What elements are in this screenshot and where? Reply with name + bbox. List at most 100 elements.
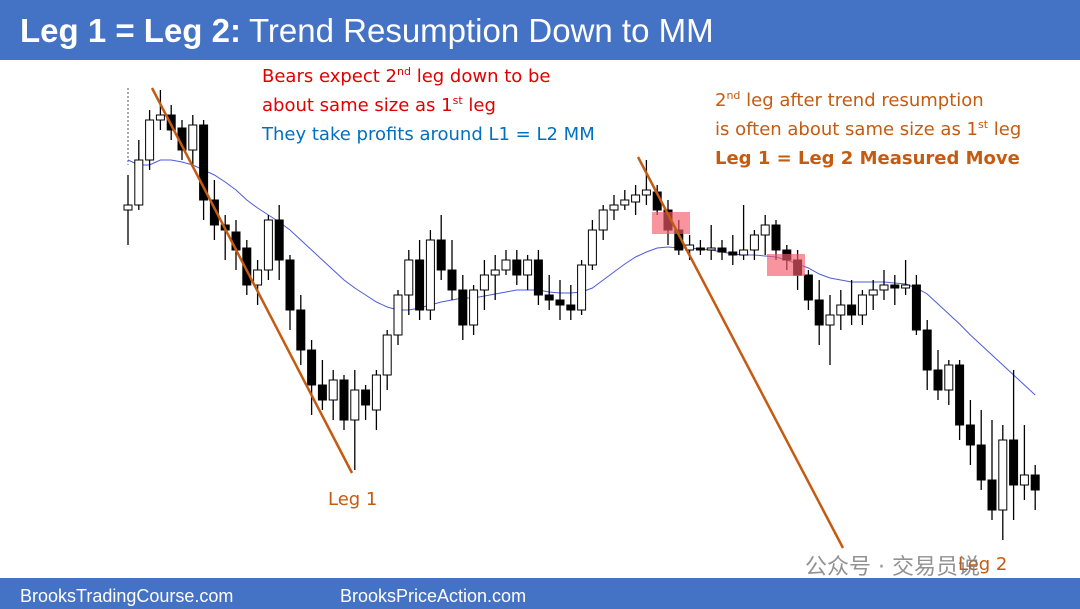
- candle-body: [425, 239, 435, 311]
- candle-body: [944, 364, 954, 391]
- candle-body: [739, 249, 749, 256]
- candle-body: [134, 159, 144, 206]
- candle-body: [490, 269, 500, 276]
- candle-body: [523, 259, 533, 276]
- note-text: Bears expect 2: [262, 66, 397, 87]
- candle-body: [998, 439, 1008, 511]
- candle-body: [123, 204, 133, 211]
- candle-body: [371, 374, 381, 411]
- leg2-label: Leg 2: [958, 554, 1007, 575]
- candle-body: [533, 259, 543, 296]
- candle-body: [803, 274, 813, 301]
- bears-note: Bears expect 2nd leg down to be about sam…: [262, 65, 551, 116]
- candle-body: [242, 247, 252, 286]
- highlight: [652, 212, 690, 234]
- candle-body: [857, 294, 867, 316]
- candle-body: [901, 284, 911, 289]
- plot: [123, 90, 1040, 540]
- candle-body: [836, 304, 846, 316]
- candle-body: [393, 294, 403, 336]
- watermark: 公众号 · 交易员说: [805, 555, 980, 580]
- superscript: nd: [397, 65, 411, 78]
- candle-body: [436, 239, 446, 271]
- candle-body: [1019, 474, 1029, 486]
- superscript: st: [978, 118, 989, 131]
- candle-body: [976, 444, 986, 481]
- superscript: st: [453, 94, 464, 107]
- candle-body: [361, 389, 371, 406]
- candle-body: [641, 189, 651, 196]
- superscript: nd: [726, 89, 740, 102]
- candle-body: [933, 369, 943, 391]
- title: Leg 1 = Leg 2: Trend Resumption Down to M…: [20, 12, 714, 49]
- candle-body: [847, 304, 857, 316]
- candle-body: [695, 247, 705, 251]
- leg2-line: [636, 156, 845, 549]
- candle-body: [458, 289, 468, 326]
- resumption-note: 2nd leg after trend resumption is often a…: [715, 89, 1021, 140]
- candle-body: [415, 259, 425, 311]
- candle-body: [339, 379, 349, 421]
- candle-body: [1030, 474, 1040, 491]
- candle-body: [879, 284, 889, 291]
- footer-right: BrooksPriceAction.com: [340, 586, 526, 606]
- candle-body: [706, 247, 716, 251]
- candle-body: [955, 364, 965, 426]
- candle-body: [911, 284, 921, 331]
- candle-body: [1009, 439, 1019, 486]
- candle-body: [350, 389, 360, 421]
- candle-body: [296, 309, 306, 351]
- note-text: 2: [715, 90, 726, 111]
- note-text: about same size as 1: [262, 95, 453, 116]
- candle-body: [825, 314, 835, 326]
- candle-body: [447, 269, 457, 291]
- footer-bar: [0, 578, 1080, 609]
- candle-body: [263, 219, 273, 271]
- note-text: is often about same size as 1: [715, 119, 978, 140]
- candle-body: [987, 479, 997, 511]
- profit-note: They take profits around L1 = L2 MM: [261, 124, 595, 145]
- leg1-line: [150, 87, 354, 474]
- leg1-label: Leg 1: [328, 489, 377, 510]
- candle-body: [965, 424, 975, 446]
- candle-body: [404, 259, 414, 296]
- title-rest: Trend Resumption Down to MM: [249, 12, 714, 49]
- candle-body: [728, 251, 738, 256]
- note-text: leg: [988, 119, 1021, 140]
- candle-body: [469, 289, 479, 326]
- title-bar: [0, 0, 1080, 60]
- note-text: leg: [463, 95, 496, 116]
- candle-body: [199, 124, 209, 201]
- candle-body: [501, 259, 511, 271]
- candle-body: [512, 259, 522, 276]
- candle-body: [922, 329, 932, 371]
- candle-body: [577, 264, 587, 311]
- candle-body: [479, 274, 489, 291]
- candle-body: [317, 384, 327, 401]
- note-text: leg down to be: [411, 66, 551, 87]
- candle-body: [749, 234, 759, 251]
- mm-note: Leg 1 = Leg 2 Measured Move: [715, 148, 1020, 169]
- candle-body: [155, 114, 165, 121]
- candle-body: [555, 299, 565, 306]
- note-text: leg after trend resumption: [740, 90, 983, 111]
- candle-body: [188, 124, 198, 151]
- candle-body: [285, 259, 295, 311]
- candle-body: [209, 199, 219, 226]
- candle-body: [328, 379, 338, 401]
- candle-body: [631, 194, 641, 203]
- candle-body: [587, 229, 597, 266]
- candle-body: [609, 204, 619, 211]
- candle-body: [382, 334, 392, 376]
- candle-body: [717, 247, 727, 253]
- candle-body: [566, 304, 576, 311]
- candle-body: [771, 224, 781, 251]
- candle-body: [253, 269, 263, 286]
- candle-body: [868, 289, 878, 296]
- candle-body: [598, 209, 608, 231]
- candle-body: [307, 349, 317, 386]
- candle-body: [620, 199, 630, 206]
- candle-body: [145, 119, 155, 161]
- candle-body: [814, 299, 824, 326]
